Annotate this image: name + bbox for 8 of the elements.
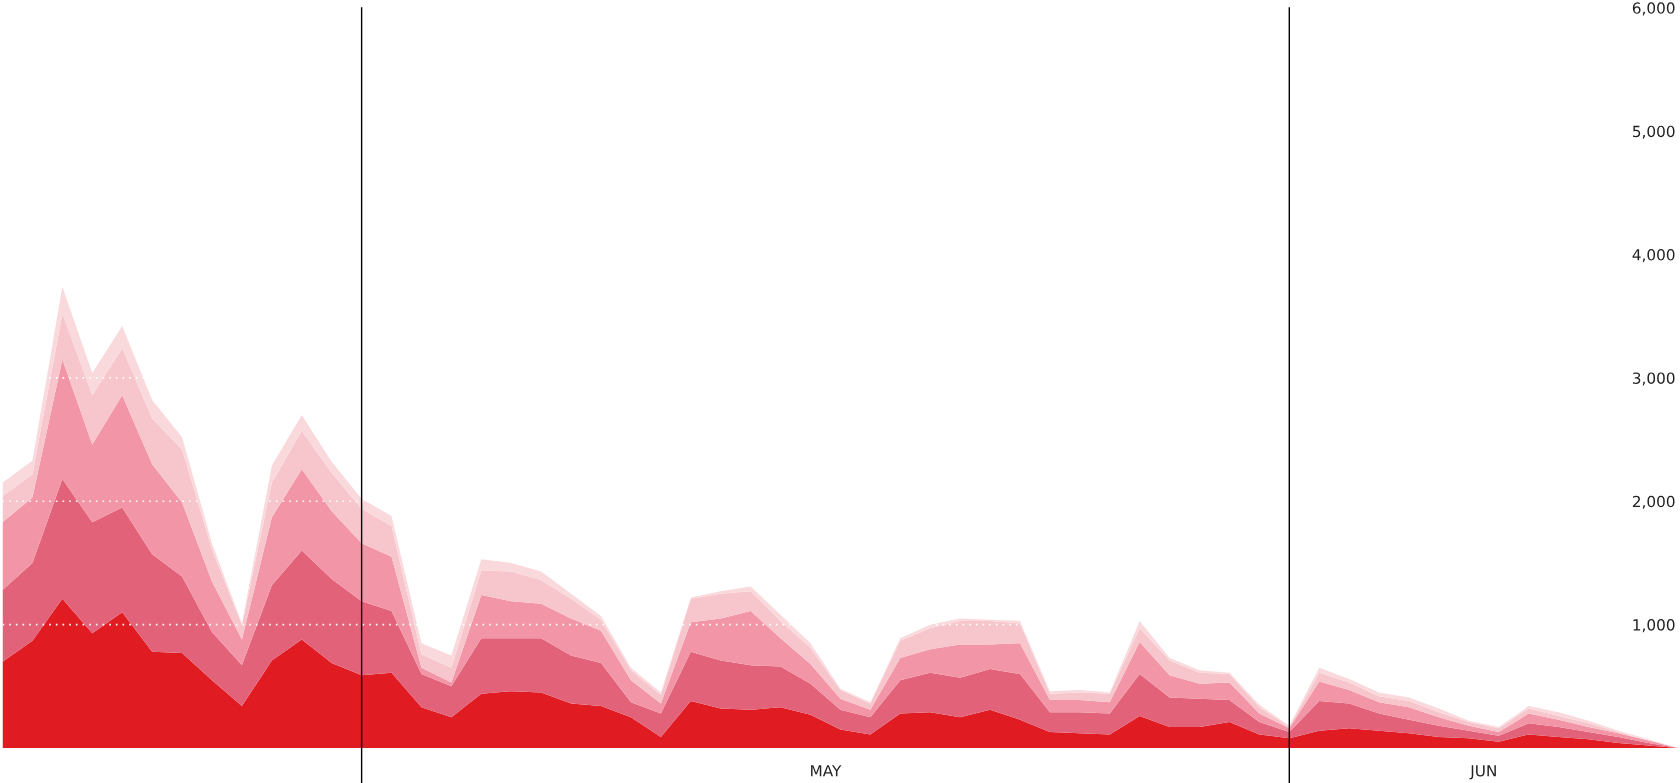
x-tick-label: JUN: [1469, 765, 1496, 780]
x-tick-label: MAY: [811, 765, 842, 777]
y-tick-label: 6,000: [1632, 2, 1675, 16]
y-tick-label: 1,000: [1633, 619, 1675, 633]
y-tick-label: 5,000: [1632, 125, 1675, 139]
y-tick-label: 4,000: [1632, 249, 1675, 263]
y-tick-label: 2,000: [1632, 495, 1675, 509]
y-tick-label: 3,000: [1632, 372, 1675, 386]
